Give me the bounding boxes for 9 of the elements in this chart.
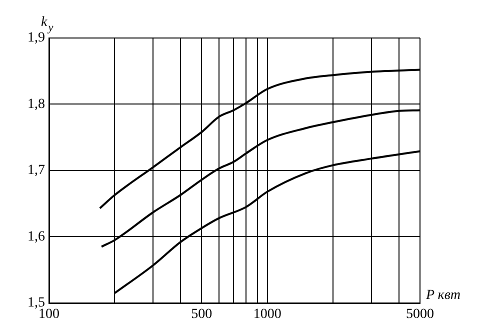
x-tick-label: 500 bbox=[191, 307, 212, 322]
y-tick-label: 1,6 bbox=[28, 229, 45, 244]
x-tick-label: 100 bbox=[38, 307, 60, 322]
y-tick-label: 1,9 bbox=[28, 30, 45, 46]
x-tick-label: 5000 bbox=[406, 307, 434, 322]
y-tick-label: 1,7 bbox=[28, 163, 45, 178]
x-axis-title: P квт bbox=[425, 288, 461, 303]
x-tick-label: 1000 bbox=[253, 307, 282, 322]
y-tick-label: 1,8 bbox=[28, 96, 45, 112]
